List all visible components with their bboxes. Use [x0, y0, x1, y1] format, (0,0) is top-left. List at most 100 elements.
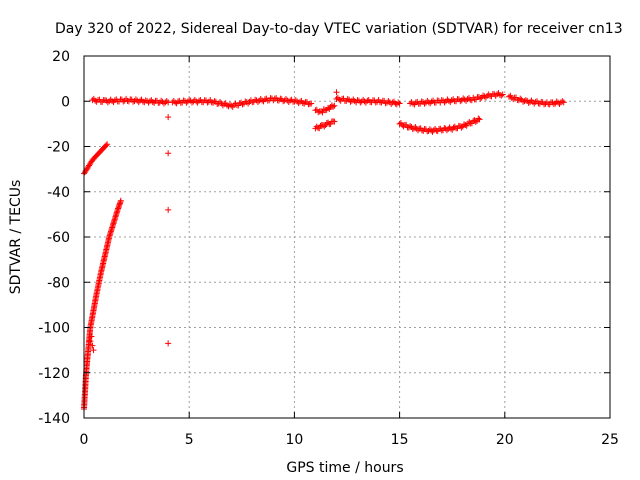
data-point-dip-3	[396, 120, 403, 127]
data-point-dip-3	[466, 119, 473, 126]
data-point-main-c	[333, 95, 340, 102]
data-point-main-c	[336, 96, 343, 103]
data-point-main-d	[441, 99, 448, 106]
data-point-dip-1	[330, 103, 337, 110]
x-tick-label: 5	[185, 432, 194, 448]
data-point-dip-2	[317, 122, 324, 129]
y-tick-label: -100	[38, 321, 70, 337]
data-point-dip-3	[458, 124, 465, 131]
data-point-end	[560, 99, 567, 106]
data-point-main-d	[477, 95, 484, 102]
data-point-main-c	[396, 100, 403, 107]
data-point-dip-3	[450, 124, 457, 131]
data-point-end	[517, 95, 524, 102]
data-point-main-d	[412, 99, 419, 106]
data-point-main-b	[292, 97, 299, 104]
data-point-early-tail	[88, 333, 95, 340]
data-point-main-d	[425, 99, 432, 106]
data-point-main-d	[464, 96, 471, 103]
data-point-end	[550, 101, 557, 108]
data-point-main-a	[120, 98, 127, 105]
data-point-early-tail	[89, 342, 96, 349]
data-point-main-a	[92, 97, 99, 104]
data-point-main-b	[297, 98, 304, 105]
data-point-main-d	[499, 91, 506, 98]
data-point-main-b	[184, 98, 191, 105]
data-point-main-a	[135, 99, 142, 106]
data-point-main-b	[277, 95, 284, 102]
data-point-main-b	[208, 99, 215, 106]
data-point-dip-3	[475, 115, 482, 122]
y-tick-label: -60	[47, 230, 70, 246]
data-point-main-b	[287, 97, 294, 104]
data-point-early-arc-a	[104, 141, 111, 148]
data-point-main-c	[361, 98, 368, 105]
data-point-main-a	[145, 99, 152, 106]
data-point-main-d	[494, 91, 501, 98]
data-point-main-b	[259, 97, 266, 104]
data-points	[81, 89, 567, 412]
data-point-main-d	[445, 97, 452, 104]
data-point-dip-2	[321, 123, 328, 130]
y-tick-label: -20	[47, 140, 70, 156]
data-point-main-a	[137, 97, 144, 104]
data-point-main-a	[89, 97, 96, 104]
data-point-dip-3	[407, 123, 414, 130]
data-point-dip-3	[472, 118, 479, 125]
data-point-end	[506, 93, 513, 100]
data-point-dip-3	[447, 125, 454, 132]
data-point-early-tail	[90, 347, 97, 354]
data-point-dip-3	[443, 127, 450, 134]
data-point-main-a	[158, 97, 165, 104]
y-tick-label: -80	[47, 275, 70, 291]
data-point-main-a	[111, 97, 118, 104]
x-tick-label: 25	[601, 432, 619, 448]
data-point-main-b	[193, 98, 200, 105]
data-point-main-a	[132, 96, 139, 103]
data-point-main-b	[174, 98, 181, 105]
x-axis-label: GPS time / hours	[286, 460, 403, 476]
data-point-outliers	[165, 114, 172, 121]
tick-marks	[83, 55, 611, 419]
data-point-main-a	[160, 100, 167, 107]
data-point-main-b	[308, 100, 315, 107]
data-point-main-d	[409, 100, 416, 107]
data-point-outliers	[333, 89, 340, 96]
data-point-dip-1	[325, 104, 332, 111]
y-tick-label: -120	[38, 366, 70, 382]
chart-title: Day 320 of 2022, Sidereal Day-to-day VTE…	[55, 21, 623, 37]
data-point-main-c	[385, 97, 392, 104]
data-point-main-b	[254, 98, 261, 105]
data-point-main-a	[149, 99, 156, 106]
data-point-main-d	[448, 97, 455, 104]
data-point-main-b	[239, 101, 246, 108]
tick-labels: 0 5 10 15 20 25 20 0 -20 -40 -60 -80 -100 -120 -140	[38, 49, 619, 448]
data-point-main-b	[183, 99, 190, 106]
data-point-main-c	[360, 96, 367, 103]
y-tick-label: 0	[61, 94, 70, 110]
data-point-main-c	[364, 97, 371, 104]
data-point-dip-1	[320, 106, 327, 113]
data-point-outliers	[165, 150, 172, 157]
data-point-early-tail	[87, 338, 94, 345]
data-point-main-c	[344, 96, 351, 103]
data-point-outliers	[165, 206, 172, 213]
data-point-dip-3	[468, 120, 475, 127]
data-point-main-a	[139, 98, 146, 105]
data-point-main-a	[163, 97, 170, 104]
data-point-main-a	[146, 98, 153, 105]
data-point-main-d	[481, 93, 488, 100]
data-point-end	[522, 97, 529, 104]
grid-lines	[84, 56, 610, 418]
data-point-main-d	[498, 92, 505, 99]
y-tick-label: 20	[52, 49, 70, 65]
data-point-main-d	[428, 98, 435, 105]
data-point-dip-1	[331, 102, 338, 109]
data-point-main-b	[261, 96, 268, 103]
y-axis-label: SDTVAR / TECUs	[8, 180, 24, 295]
x-tick-label: 20	[496, 432, 514, 448]
x-tick-label: 0	[80, 432, 89, 448]
data-point-main-b	[299, 100, 306, 107]
